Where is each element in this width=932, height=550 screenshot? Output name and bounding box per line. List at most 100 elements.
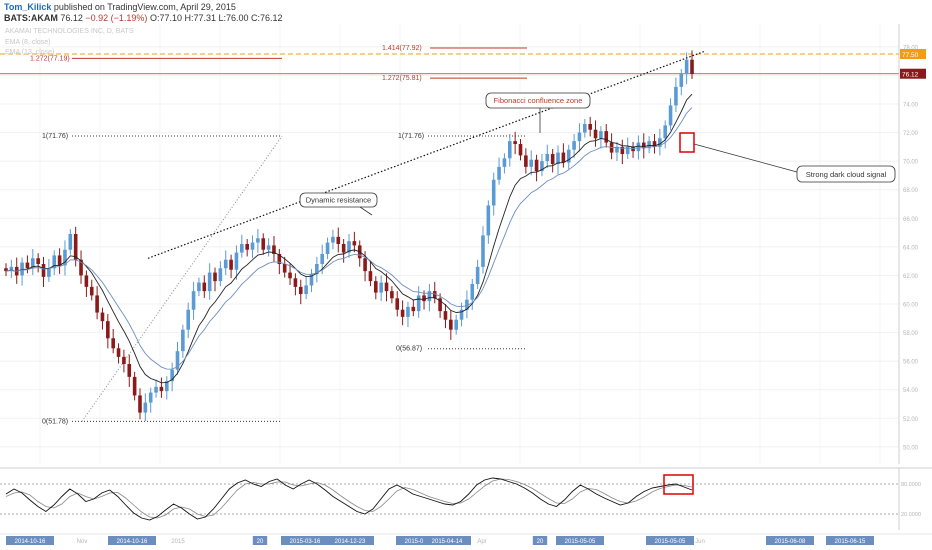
y-tick-label: 66.00 <box>903 217 919 223</box>
x-tick-badge <box>108 536 156 545</box>
candle-body <box>266 245 271 250</box>
candle-body <box>663 125 668 139</box>
y-tick-label: 78.00 <box>903 45 919 51</box>
candle-body <box>47 268 51 277</box>
y-tick-label: 70.00 <box>903 160 919 166</box>
candle-body <box>529 159 534 167</box>
ema-lines <box>5 93 693 384</box>
candle-body <box>540 161 544 172</box>
ohlc-values: O:77.10 H:77.31 L:76.00 C:76.12 <box>149 13 283 23</box>
candle-body <box>25 262 30 269</box>
candle-body <box>674 86 678 106</box>
dark-cloud-label: Strong dark cloud signal <box>806 170 887 179</box>
candle-body <box>63 249 67 266</box>
last-price: 76.12 <box>60 13 83 23</box>
dynamic-resistance-label: Dynamic resistance <box>306 196 371 205</box>
candle-body <box>175 351 180 370</box>
legend-ema-13: EMA (13, close) <box>5 49 55 56</box>
candle-body <box>36 258 40 264</box>
y-tick-label: 50.00 <box>903 445 919 451</box>
fib2-ext1-label: 1.272(75.81) <box>382 75 422 82</box>
last-price-tag <box>900 68 926 79</box>
y-tick-label: 62.00 <box>903 274 919 280</box>
candle-body <box>658 138 662 147</box>
candle-body <box>100 312 105 322</box>
candle-body <box>416 295 421 312</box>
x-tick-badge <box>252 536 268 545</box>
candle-body <box>379 282 383 293</box>
fibonacci-tools: 1(71.76) 0(51.78) 1.272(77.19) 1(71.76) 0(56… <box>0 45 899 425</box>
price-panel <box>0 24 899 464</box>
candle-body <box>690 59 694 74</box>
y-tick-label: 72.00 <box>903 131 919 137</box>
x-tick-badge <box>281 536 329 545</box>
candle-body <box>159 386 164 392</box>
candle-body <box>641 142 646 149</box>
candle-body <box>89 286 94 296</box>
candle-body <box>577 132 582 142</box>
x-tick-badge <box>556 536 604 545</box>
candle-body <box>79 259 83 276</box>
candle-body <box>507 141 512 159</box>
candle-body <box>390 291 394 299</box>
x-tick-label: 2014-10-16 <box>117 539 148 545</box>
candle-body <box>427 291 432 302</box>
candle-body <box>309 274 314 286</box>
candle-body <box>240 244 244 253</box>
candle-body <box>486 205 491 236</box>
dynamic-resistance-line <box>147 50 706 259</box>
candle-body <box>363 258 367 272</box>
candle-body <box>4 268 8 272</box>
x-tick-label: 20 <box>257 539 264 545</box>
x-tick-label: 2015-01-23 <box>405 539 436 545</box>
orange-price-tag <box>900 49 926 59</box>
dark-cloud-highlight <box>679 132 695 153</box>
grid <box>0 24 899 464</box>
candle-body <box>148 392 153 403</box>
candle-body <box>395 298 400 310</box>
orange-price-tag-label: 77.50 <box>902 52 919 59</box>
candle-body <box>207 272 212 292</box>
ema-8-line <box>5 93 693 384</box>
candle-body <box>545 154 550 162</box>
candle-body <box>282 264 287 273</box>
y-tick-label: 58.00 <box>903 331 919 337</box>
fib-confluence-box <box>485 92 591 109</box>
x-axis: 2014-10-16 Nov 2014-10-16 2015 20 2015-03-16 2… <box>0 533 932 545</box>
candle-body <box>320 254 325 264</box>
x-tick-label: 2015-05-05 <box>565 539 596 545</box>
candle-body <box>250 242 255 250</box>
candle-body <box>218 268 223 282</box>
dark-cloud-box <box>796 165 896 183</box>
author-link[interactable]: Tom_Kilick <box>4 2 52 12</box>
fib1-ext-label: 1.272(77.19) <box>30 55 70 62</box>
candle-body <box>315 264 319 274</box>
candle-body <box>143 402 148 413</box>
candle-body <box>432 291 437 299</box>
candle-body <box>186 309 191 330</box>
candle-body <box>84 275 89 287</box>
x-tick-label: 20 <box>537 539 544 545</box>
y-tick-label: 60.00 <box>903 303 919 309</box>
candle-body <box>556 152 560 164</box>
candle-body <box>197 282 201 292</box>
stoch-highlight <box>663 474 694 495</box>
fib1-trend-line <box>81 135 283 422</box>
candle-body <box>475 266 480 284</box>
x-tick-badge <box>396 536 444 545</box>
chart-header: Tom_Kilick published on TradingView.com,… <box>4 2 283 24</box>
candle-body <box>604 131 609 143</box>
candle-body <box>138 395 142 413</box>
fib1-base-label: 0(51.78) <box>42 418 68 425</box>
fib-confluence-label: Fibonacci confluence zone <box>494 96 583 105</box>
candle-body <box>518 144 523 156</box>
candle-body <box>277 254 282 264</box>
candle-body <box>620 146 625 154</box>
candle-body <box>106 321 110 339</box>
candle-body <box>400 309 405 317</box>
y-tick-label: 56.00 <box>903 360 919 366</box>
candle-body <box>261 238 266 250</box>
candle-body <box>513 141 517 144</box>
candle-body <box>411 306 416 312</box>
